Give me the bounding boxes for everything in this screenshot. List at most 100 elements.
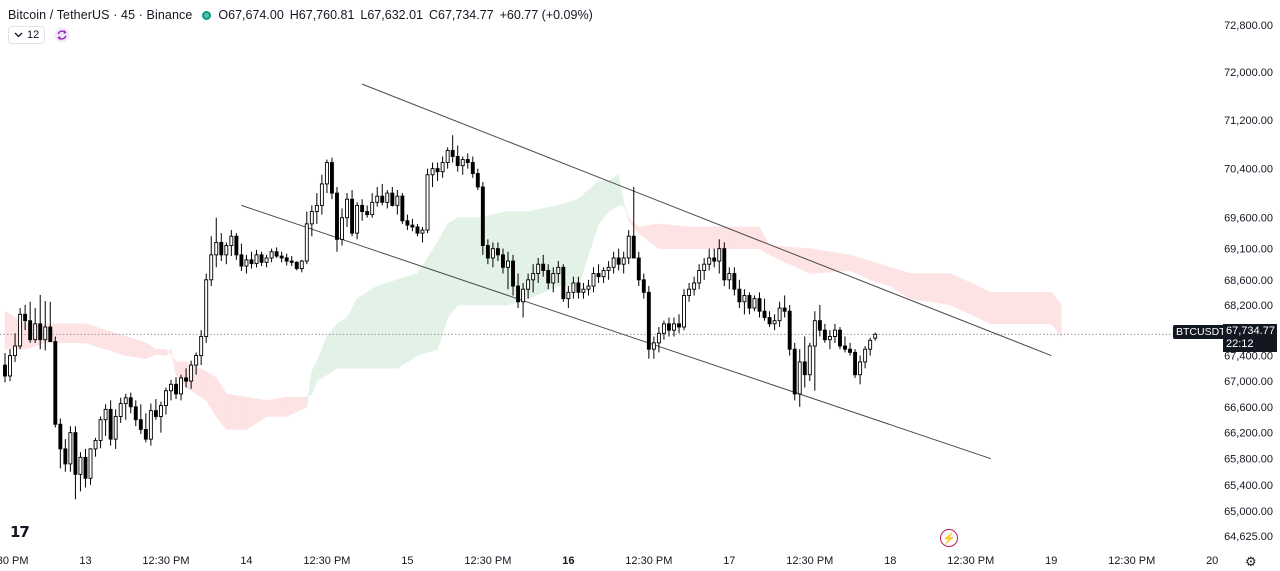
candle bbox=[817, 304, 822, 337]
candle bbox=[571, 276, 576, 299]
channel-line-upper[interactable] bbox=[361, 83, 1052, 357]
candle-body bbox=[777, 307, 782, 322]
candle bbox=[199, 330, 204, 366]
candle-body bbox=[661, 323, 666, 334]
candle-body bbox=[420, 229, 425, 234]
candle bbox=[541, 254, 546, 277]
cloud-segment bbox=[145, 342, 157, 360]
candle-body bbox=[405, 220, 410, 226]
candle-body bbox=[395, 195, 400, 206]
candle bbox=[616, 248, 621, 271]
candle-body bbox=[822, 329, 827, 341]
candle bbox=[702, 257, 707, 280]
y-tick-label: 72,000.00 bbox=[1224, 67, 1273, 79]
candle-body bbox=[304, 223, 309, 262]
candle-body bbox=[858, 361, 863, 376]
candle bbox=[848, 342, 852, 356]
candle-body bbox=[757, 298, 762, 312]
candle-body bbox=[164, 390, 168, 406]
channel-lines bbox=[241, 83, 1052, 460]
candle bbox=[697, 264, 702, 290]
candle-body bbox=[345, 198, 349, 219]
candle-body bbox=[189, 364, 194, 382]
candle-body bbox=[128, 397, 133, 408]
candle-body bbox=[138, 419, 143, 430]
candle bbox=[641, 273, 646, 299]
refresh-button[interactable] bbox=[53, 26, 71, 44]
candle bbox=[194, 352, 199, 375]
x-tick-label: 12:30 PM bbox=[303, 555, 350, 567]
candle-body bbox=[687, 288, 692, 296]
candle-body bbox=[651, 342, 656, 350]
gear-icon[interactable]: ⚙ bbox=[1245, 554, 1257, 569]
cloud-segment bbox=[527, 205, 559, 300]
candle bbox=[395, 190, 400, 215]
candle bbox=[843, 336, 847, 353]
cloud-segment bbox=[417, 241, 438, 356]
candle-body bbox=[707, 257, 712, 265]
candle bbox=[410, 218, 415, 232]
tradingview-logo[interactable]: 17 bbox=[10, 523, 30, 541]
candle bbox=[93, 437, 98, 457]
cloud-segment bbox=[306, 371, 313, 407]
candle-body bbox=[656, 332, 661, 344]
candle-body bbox=[13, 345, 18, 357]
candle bbox=[350, 190, 355, 237]
y-axis[interactable]: 72,800.00 72,000.00 71,200.00 70,400.00 69,6… bbox=[1224, 20, 1273, 543]
cloud-segment bbox=[311, 361, 318, 395]
y-tick-label: 64,625.00 bbox=[1224, 531, 1273, 543]
candle bbox=[400, 193, 405, 224]
candle-body bbox=[239, 254, 244, 267]
candle bbox=[797, 349, 802, 407]
candle bbox=[118, 397, 123, 423]
x-tick-label: 18 bbox=[884, 555, 896, 567]
candle-body bbox=[672, 323, 676, 331]
candle bbox=[309, 205, 314, 237]
candle bbox=[692, 276, 697, 296]
cloud-segment bbox=[623, 202, 630, 221]
y-tick-label: 69,600.00 bbox=[1224, 213, 1273, 225]
candle bbox=[319, 174, 324, 215]
candle bbox=[551, 267, 556, 293]
candle-body bbox=[611, 257, 616, 268]
candle bbox=[450, 135, 455, 163]
candle-body bbox=[194, 355, 199, 366]
candle-body bbox=[3, 364, 7, 377]
candle-body bbox=[350, 198, 355, 234]
x-tick-label: 16 bbox=[562, 555, 574, 567]
candle-body bbox=[506, 260, 510, 268]
candle-body bbox=[435, 168, 440, 173]
candle bbox=[445, 147, 450, 169]
channel-line-lower[interactable] bbox=[241, 204, 992, 460]
ichimoku-cloud bbox=[4, 174, 1062, 431]
candle bbox=[164, 387, 168, 415]
candle bbox=[58, 418, 63, 469]
market-status-icon[interactable] bbox=[202, 10, 212, 20]
symbol-price-tag: BTCUSDT bbox=[1173, 325, 1229, 339]
x-tick-label: 13 bbox=[79, 555, 91, 567]
flash-icon[interactable]: ⚡ bbox=[940, 529, 958, 547]
candle-body bbox=[455, 156, 460, 167]
candle-body bbox=[511, 260, 515, 287]
x-axis[interactable]: 12:30 PM 13 12:30 PM 14 12:30 PM 15 12:30 PM 16… bbox=[0, 555, 1218, 567]
candle bbox=[677, 314, 681, 334]
candle bbox=[360, 199, 365, 221]
cloud-segment bbox=[346, 298, 358, 369]
symbol-title[interactable]: Bitcoin / TetherUS · 45 · Binance bbox=[8, 8, 193, 22]
candle-body bbox=[697, 269, 702, 284]
candle-body bbox=[631, 235, 636, 259]
candle bbox=[737, 279, 742, 309]
candle bbox=[455, 145, 460, 172]
candle bbox=[234, 233, 239, 260]
candle-body bbox=[581, 288, 586, 293]
candle bbox=[184, 368, 189, 388]
indicators-toggle[interactable]: 12 bbox=[8, 26, 46, 44]
candle-body bbox=[556, 266, 561, 275]
candle-body bbox=[123, 397, 128, 405]
candle bbox=[646, 286, 651, 359]
candles bbox=[3, 135, 878, 500]
cloud-segment bbox=[950, 273, 992, 325]
candle-body bbox=[184, 377, 189, 382]
chevron-down-icon bbox=[14, 32, 23, 38]
